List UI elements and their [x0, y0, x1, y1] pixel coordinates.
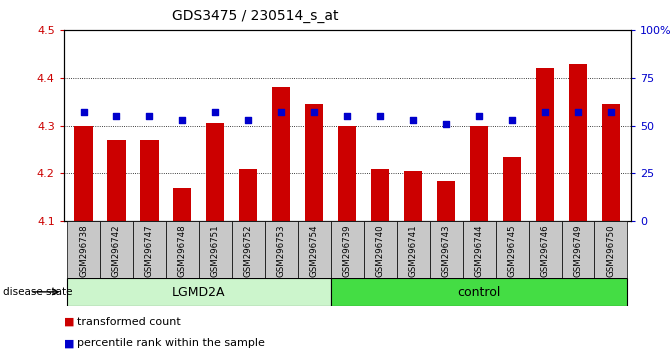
Bar: [496, 221, 529, 278]
Bar: [173, 188, 191, 221]
Bar: [74, 126, 93, 221]
Bar: [371, 169, 389, 221]
Bar: [206, 123, 224, 221]
Point: [78, 109, 89, 115]
Text: GSM296753: GSM296753: [277, 224, 286, 277]
Text: disease state: disease state: [3, 287, 73, 297]
Bar: [331, 221, 364, 278]
Bar: [536, 68, 554, 221]
Text: GSM296746: GSM296746: [541, 224, 550, 277]
Bar: [404, 171, 422, 221]
Bar: [503, 157, 521, 221]
Bar: [67, 278, 331, 306]
Text: ■: ■: [64, 317, 74, 327]
Text: GSM296750: GSM296750: [607, 224, 615, 277]
Text: GSM296742: GSM296742: [112, 224, 121, 277]
Bar: [595, 221, 627, 278]
Bar: [437, 181, 455, 221]
Bar: [100, 221, 133, 278]
Bar: [232, 221, 265, 278]
Text: ■: ■: [64, 338, 74, 348]
Bar: [364, 221, 397, 278]
Bar: [602, 104, 620, 221]
Bar: [470, 126, 488, 221]
Point: [572, 109, 583, 115]
Bar: [107, 140, 125, 221]
Text: GSM296743: GSM296743: [442, 224, 451, 277]
Point: [276, 109, 287, 115]
Text: transformed count: transformed count: [77, 317, 181, 327]
Text: GSM296740: GSM296740: [376, 224, 384, 277]
Text: GSM296739: GSM296739: [343, 224, 352, 276]
Bar: [397, 221, 429, 278]
Bar: [265, 221, 298, 278]
Text: GSM296745: GSM296745: [507, 224, 517, 277]
Bar: [529, 221, 562, 278]
Text: GSM296747: GSM296747: [145, 224, 154, 277]
Bar: [240, 169, 258, 221]
Text: GSM296744: GSM296744: [474, 224, 484, 277]
Point: [507, 117, 517, 123]
Point: [375, 113, 386, 119]
Bar: [166, 221, 199, 278]
Text: GSM296741: GSM296741: [409, 224, 417, 277]
Text: GSM296752: GSM296752: [244, 224, 253, 277]
Bar: [140, 140, 158, 221]
Bar: [133, 221, 166, 278]
Point: [408, 117, 419, 123]
Bar: [338, 126, 356, 221]
Text: GSM296749: GSM296749: [574, 224, 582, 276]
Text: GSM296754: GSM296754: [310, 224, 319, 277]
Bar: [272, 87, 291, 221]
Point: [441, 121, 452, 127]
Bar: [562, 221, 595, 278]
Point: [309, 109, 319, 115]
Bar: [429, 221, 462, 278]
Point: [210, 109, 221, 115]
Text: GSM296751: GSM296751: [211, 224, 220, 277]
Point: [342, 113, 353, 119]
Text: GSM296738: GSM296738: [79, 224, 88, 277]
Point: [177, 117, 188, 123]
Text: LGMD2A: LGMD2A: [172, 286, 225, 298]
Bar: [67, 221, 100, 278]
Point: [539, 109, 550, 115]
Bar: [298, 221, 331, 278]
Point: [111, 113, 122, 119]
Point: [474, 113, 484, 119]
Bar: [305, 104, 323, 221]
Text: GSM296748: GSM296748: [178, 224, 187, 277]
Bar: [569, 64, 587, 221]
Bar: [331, 278, 627, 306]
Point: [243, 117, 254, 123]
Text: percentile rank within the sample: percentile rank within the sample: [77, 338, 265, 348]
Text: control: control: [458, 286, 501, 298]
Bar: [462, 221, 496, 278]
Point: [144, 113, 155, 119]
Bar: [199, 221, 232, 278]
Point: [606, 109, 617, 115]
Text: GDS3475 / 230514_s_at: GDS3475 / 230514_s_at: [172, 9, 338, 23]
